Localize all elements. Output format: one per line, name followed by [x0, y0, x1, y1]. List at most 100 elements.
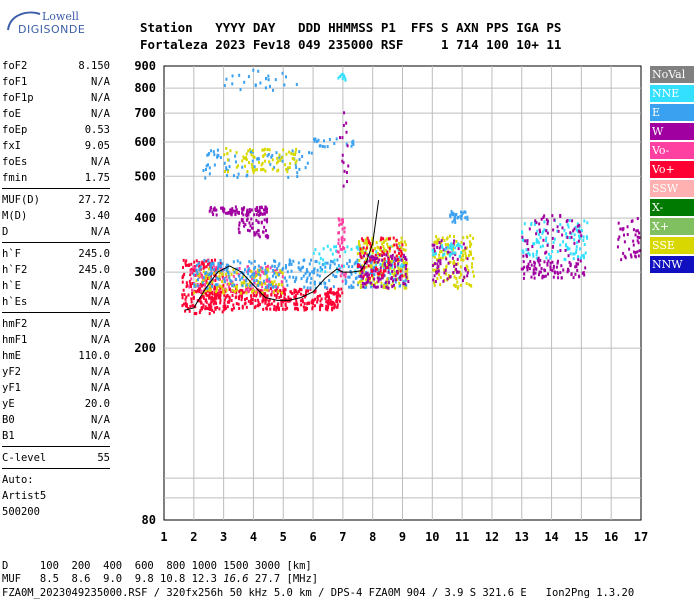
echo-point [437, 237, 440, 241]
echo-point [191, 271, 194, 275]
echo-point [182, 274, 185, 278]
echo-point [284, 302, 287, 306]
echo-point [359, 280, 362, 284]
echo-point [245, 297, 248, 301]
echo-point [286, 166, 289, 170]
echo-point [308, 273, 311, 277]
echo-point [241, 306, 244, 310]
echo-point [237, 164, 240, 168]
echo-point [400, 258, 403, 262]
echo-point [538, 222, 541, 226]
echo-point [229, 282, 232, 286]
echo-point [292, 152, 295, 156]
echo-point [316, 273, 319, 277]
echo-point [546, 243, 549, 247]
echo-point [255, 274, 258, 278]
echo-point [195, 259, 198, 263]
echo-point [345, 171, 348, 175]
echo-point [405, 268, 408, 272]
echo-point [209, 206, 212, 210]
echo-point [567, 254, 570, 258]
echo-point [238, 307, 241, 311]
echo-point [200, 283, 203, 287]
echo-point [545, 256, 548, 260]
echo-point [215, 213, 218, 217]
echo-point [560, 276, 563, 280]
echo-point [403, 266, 406, 270]
echo-point [396, 271, 399, 275]
echo-point [557, 229, 560, 233]
echo-point [220, 269, 223, 273]
echo-point [382, 274, 385, 278]
echo-point [276, 169, 279, 173]
echo-point [465, 281, 468, 285]
echo-point [440, 244, 443, 248]
echo-point [312, 271, 315, 275]
echo-point [453, 239, 456, 243]
echo-point [183, 272, 186, 276]
echo-point [253, 213, 256, 217]
echo-point [195, 263, 198, 267]
echo-point [272, 282, 275, 286]
echo-point [538, 270, 541, 274]
echo-point [181, 293, 184, 297]
echo-point [543, 214, 546, 218]
echo-point [207, 273, 210, 277]
echo-point [434, 262, 437, 266]
param-value: N/A [91, 318, 110, 330]
echo-point [381, 264, 384, 268]
echo-point [370, 264, 373, 268]
param-row: yF2 N/A [2, 364, 110, 380]
echo-point [369, 281, 372, 285]
echo-point [294, 162, 297, 166]
echo-point [347, 275, 350, 279]
echo-point [244, 268, 247, 272]
echo-point [376, 272, 379, 276]
echo-point [332, 285, 335, 289]
echo-point [392, 236, 395, 240]
echo-point [582, 253, 585, 257]
echo-point [341, 264, 344, 268]
echo-point [318, 274, 321, 278]
echo-point [182, 302, 185, 306]
echo-point [342, 264, 345, 268]
echo-point [189, 282, 192, 286]
echo-point [464, 268, 467, 272]
echo-point [453, 283, 456, 287]
echo-point [439, 275, 442, 279]
echo-point [373, 256, 376, 260]
y-tick-label: 900 [134, 59, 156, 73]
echo-point [366, 236, 369, 240]
param-value: 20.0 [84, 398, 110, 410]
echo-point [277, 160, 280, 164]
echo-point [223, 280, 226, 284]
echo-point [201, 275, 204, 279]
echo-point [385, 249, 388, 253]
autoscaling-info: 500200 [2, 506, 40, 518]
echo-point [338, 218, 341, 222]
echo-point [439, 283, 442, 287]
echo-point [276, 272, 279, 276]
echo-point [224, 169, 227, 173]
echo-point [456, 257, 459, 261]
echo-point [575, 248, 578, 252]
echo-point [543, 220, 546, 224]
echo-point [241, 284, 244, 288]
echo-point [209, 207, 212, 211]
echo-point [535, 221, 538, 225]
echo-point [469, 284, 472, 288]
echo-point [223, 298, 226, 302]
echo-point [328, 290, 331, 294]
echo-point [380, 237, 383, 241]
echo-point [297, 266, 300, 270]
echo-point [371, 236, 374, 240]
footer-muf-unit: 27.7 [MHz] [248, 573, 319, 585]
echo-point [348, 258, 351, 262]
echo-point [291, 149, 294, 153]
echo-point [530, 223, 533, 227]
echo-point [241, 211, 244, 215]
echo-point [381, 250, 384, 254]
echo-point [204, 299, 207, 303]
echo-point [393, 262, 396, 266]
echo-point [406, 261, 409, 265]
